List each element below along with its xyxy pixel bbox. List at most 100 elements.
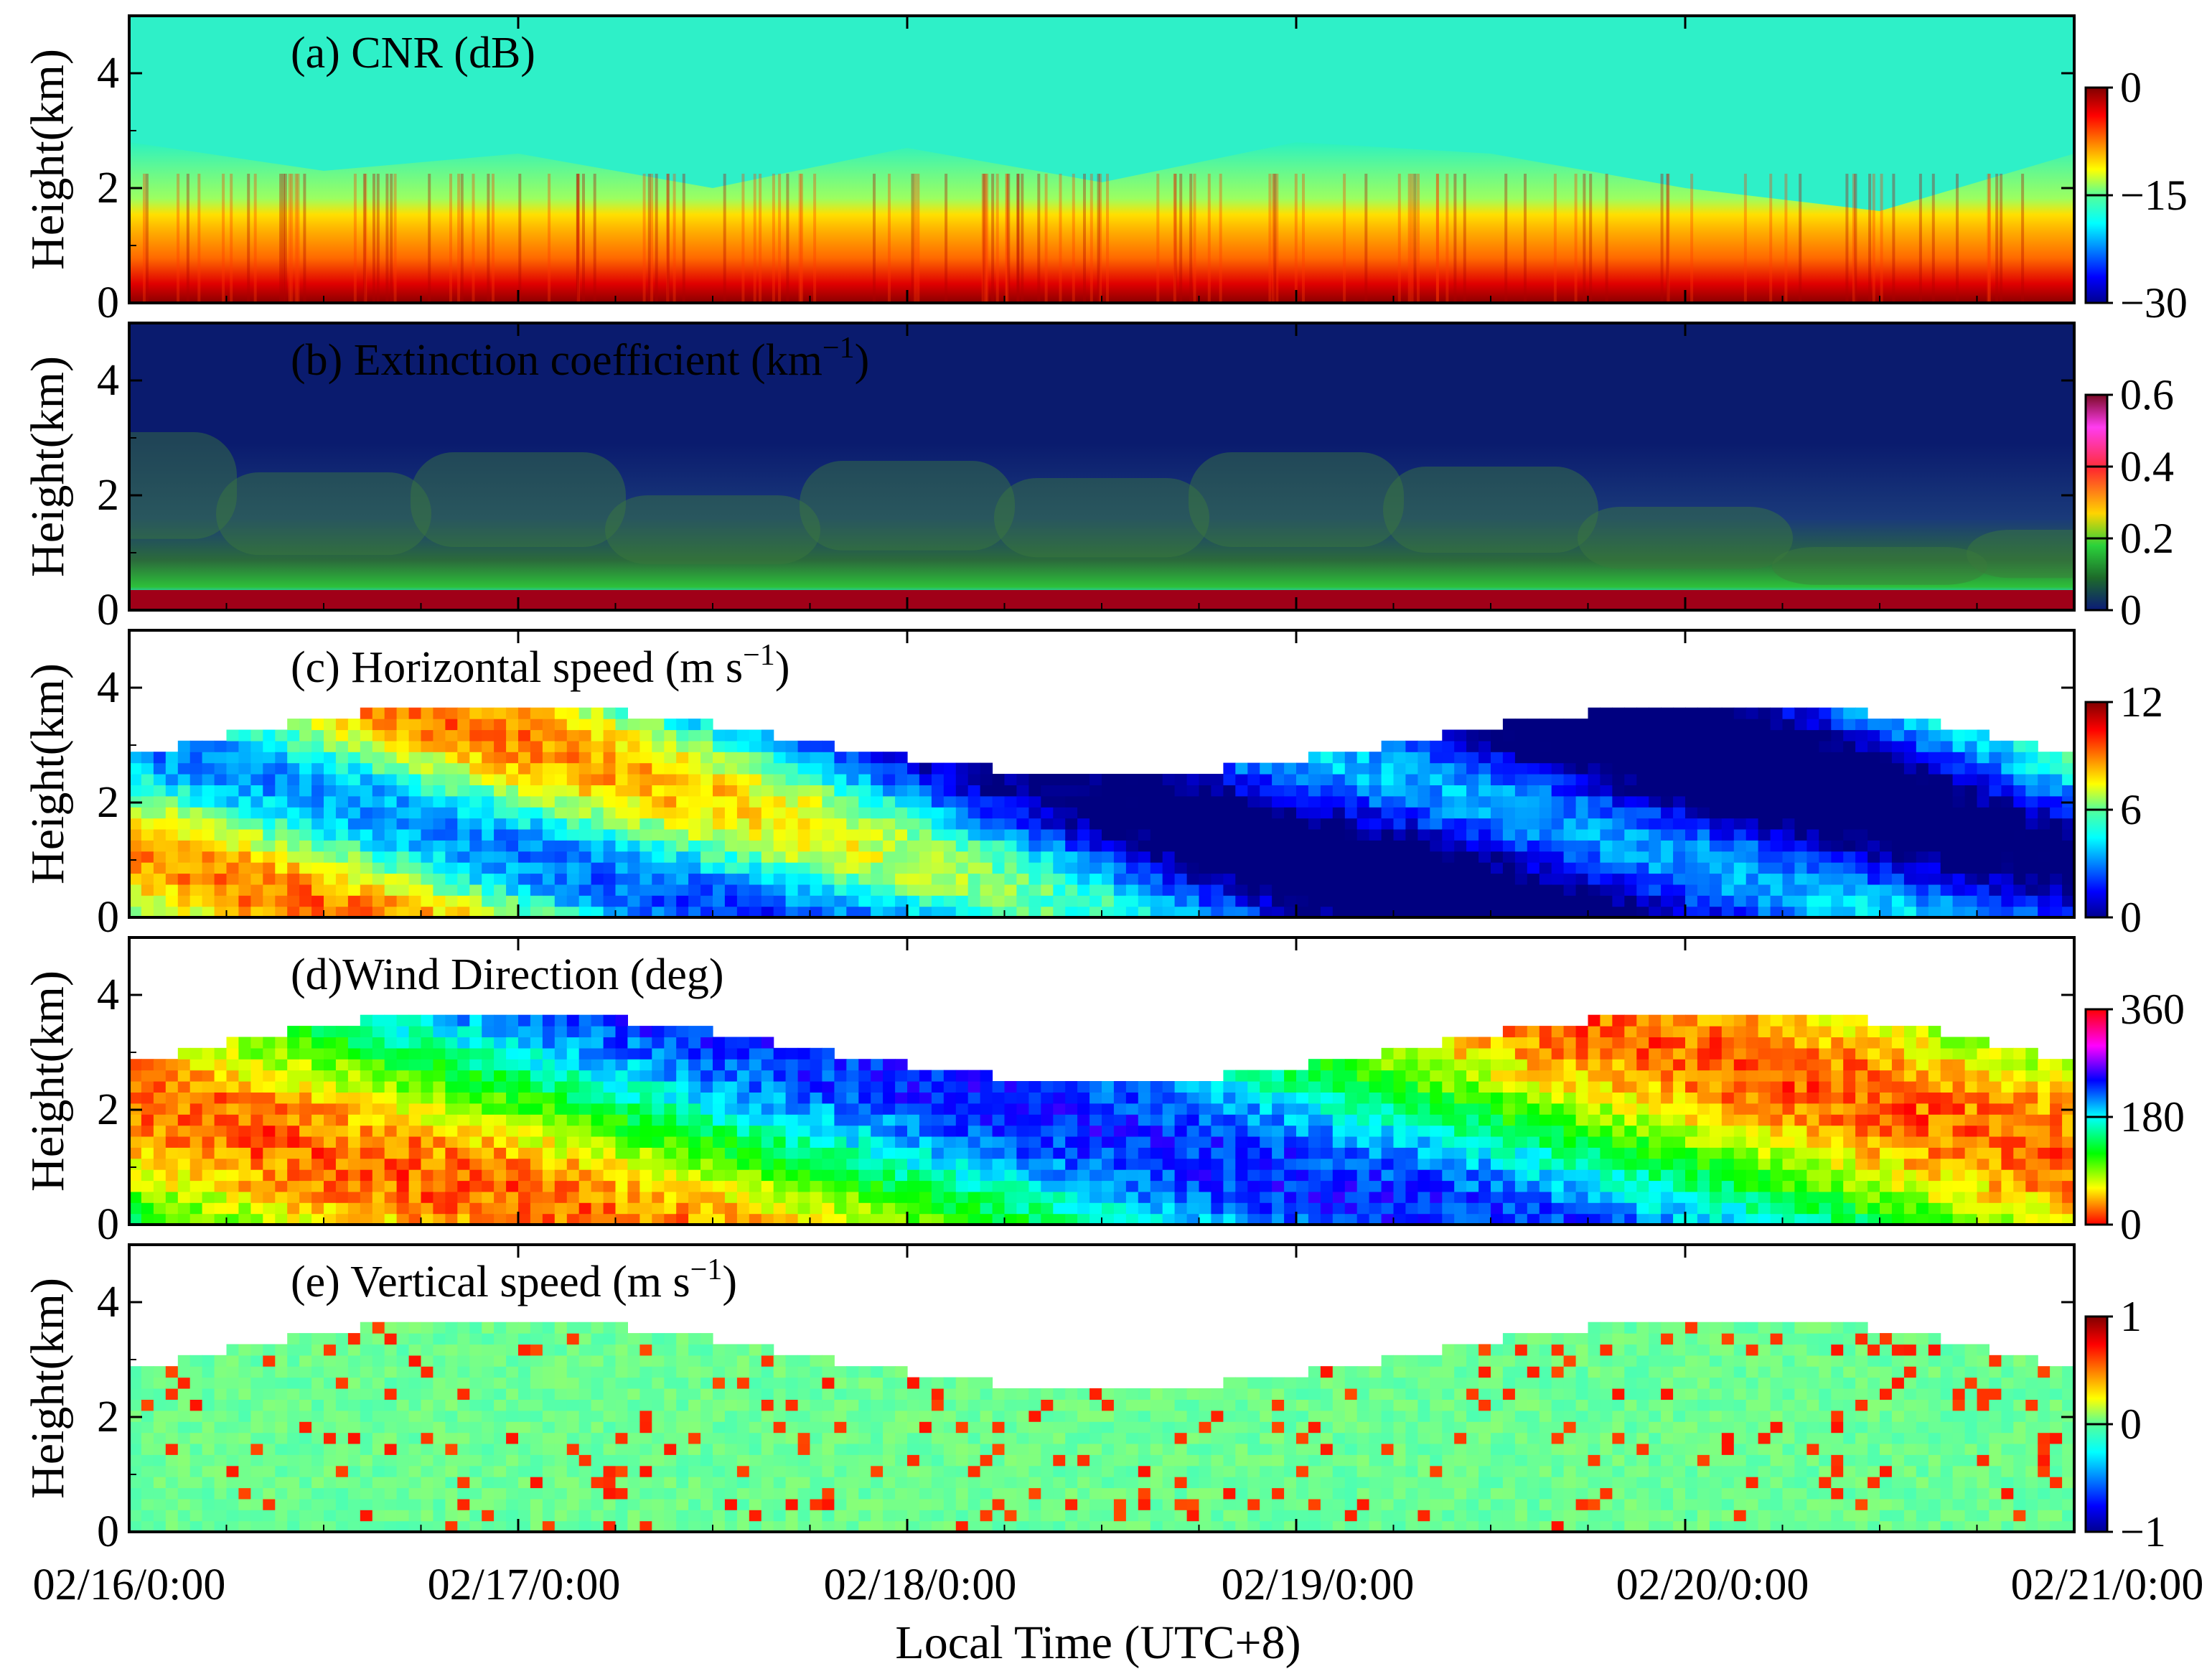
heatmap-cell [214, 740, 228, 752]
heatmap-cell [542, 1081, 556, 1093]
heatmap-cell [1272, 1081, 1285, 1093]
heatmap-cell [1089, 1191, 1102, 1203]
heatmap-cell [1916, 795, 1929, 808]
heatmap-cell [834, 1059, 847, 1071]
heatmap-cell [1636, 828, 1649, 841]
heatmap-cell [1199, 1213, 1212, 1225]
heatmap-cell [1041, 1158, 1054, 1170]
heatmap-cell [1430, 1147, 1443, 1159]
heatmap-cell [1028, 1092, 1041, 1104]
heatmap-cell [1551, 795, 1565, 808]
heatmap-cell [275, 1147, 288, 1159]
heatmap-cell [1454, 785, 1467, 797]
heatmap-cell [1770, 762, 1784, 775]
heatmap-cell [530, 1169, 543, 1182]
heatmap-cell [1539, 1047, 1552, 1060]
heatmap-cell [1964, 895, 1978, 907]
heatmap-cell [688, 1081, 701, 1093]
heatmap-cell [1393, 840, 1406, 852]
signal-streak [1987, 174, 1990, 303]
heatmap-cell [2013, 828, 2026, 841]
heatmap-cell [895, 1070, 908, 1082]
heatmap-cell [372, 873, 385, 885]
heatmap-cell [578, 1136, 592, 1148]
heatmap-cell [591, 1191, 604, 1203]
heatmap-cell [1296, 1114, 1309, 1126]
heatmap-cell [1551, 1169, 1565, 1182]
heatmap-cell [724, 1037, 738, 1049]
signal-streak [1880, 174, 1883, 303]
heatmap-cell [1843, 752, 1856, 764]
heatmap-cell [1308, 851, 1321, 863]
heatmap-cell [506, 873, 519, 885]
heatmap-cell [421, 752, 434, 764]
heatmap-cell [2038, 795, 2051, 808]
heatmap-cell [700, 1158, 713, 1170]
heatmap-cell [1855, 807, 1868, 819]
heatmap-cell [408, 1213, 422, 1225]
heatmap-cell [177, 884, 191, 896]
signal-streak [1784, 174, 1788, 303]
heatmap-cell [1491, 1092, 1504, 1104]
heatmap-cell [1442, 862, 1455, 874]
heatmap-cell [1758, 762, 1771, 775]
heatmap-cell [153, 1202, 167, 1215]
heatmap-cell [542, 818, 556, 830]
heatmap-cell [1284, 774, 1297, 785]
heatmap-cell [822, 740, 835, 752]
heatmap-cell [1514, 906, 1528, 917]
heatmap-cell [1247, 828, 1260, 841]
heatmap-cell [1478, 729, 1491, 742]
heatmap-cell [1466, 1125, 1479, 1137]
heatmap-cell [530, 895, 543, 907]
heatmap-cell [287, 818, 300, 830]
heatmap-cell [1989, 785, 2002, 797]
heatmap-cell [530, 785, 543, 797]
heatmap-cell [1733, 707, 1747, 719]
heatmap-cell [1928, 873, 1941, 885]
heatmap-cell [1162, 1081, 1176, 1093]
heatmap-cell [931, 862, 945, 874]
heatmap-cell [250, 740, 263, 752]
heatmap-cell [1588, 1180, 1601, 1192]
heatmap-cell [1649, 785, 1662, 797]
heatmap-cell [749, 906, 762, 917]
heatmap-cell [129, 1092, 142, 1104]
heatmap-cell [627, 1158, 640, 1170]
heatmap-cell [688, 807, 701, 819]
heatmap-cell [810, 1114, 823, 1126]
heatmap-cell [1964, 807, 1978, 819]
heatmap-cell [1612, 1070, 1625, 1082]
heatmap-cell [773, 1092, 787, 1104]
heatmap-cell [1332, 774, 1346, 785]
heatmap-cell [421, 1125, 434, 1137]
heatmap-cell [226, 774, 239, 785]
heatmap-cell [1551, 828, 1565, 841]
heatmap-cell [1417, 884, 1430, 896]
heatmap-cell [238, 1213, 251, 1225]
heatmap-cell [883, 1158, 896, 1170]
panel-title-superscript: −1 [823, 332, 855, 365]
heatmap-cell [1381, 1169, 1395, 1182]
heatmap-cell [1308, 1202, 1321, 1215]
heatmap-cell [1442, 740, 1455, 752]
heatmap-cell [603, 818, 617, 830]
heatmap-cell [883, 1103, 896, 1115]
heatmap-cell [883, 1081, 896, 1093]
heatmap-cell [566, 1191, 580, 1203]
heatmap-cell [2038, 785, 2051, 797]
heatmap-cell [591, 762, 604, 775]
heatmap-cell [1430, 1059, 1443, 1071]
heatmap-cell [1199, 1202, 1212, 1215]
heatmap-cell [1867, 818, 1880, 830]
heatmap-cell [2001, 818, 2014, 830]
heatmap-cell [1260, 774, 1273, 785]
heatmap-cell [530, 1037, 543, 1049]
heatmap-cell [1709, 840, 1723, 852]
heatmap-cell [1344, 1070, 1358, 1082]
heatmap-cell [554, 1014, 568, 1026]
heatmap-cell [1272, 1191, 1285, 1203]
heatmap-cell [1004, 840, 1017, 852]
heatmap-cell [1514, 1136, 1528, 1148]
heatmap-cell [688, 729, 701, 742]
